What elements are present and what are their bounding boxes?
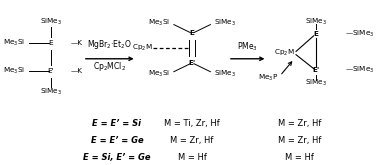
Text: Cp$_2$M: Cp$_2$M <box>274 48 294 58</box>
Text: M = Zr, Hf: M = Zr, Hf <box>171 136 214 145</box>
Text: Me$_3$Si: Me$_3$Si <box>3 66 25 76</box>
Text: E = Si, E’ = Ge: E = Si, E’ = Ge <box>83 153 150 162</box>
Text: Cp$_2$MCl$_2$: Cp$_2$MCl$_2$ <box>93 60 126 73</box>
Text: MgBr$_2$·Et$_2$O: MgBr$_2$·Et$_2$O <box>87 38 132 51</box>
Text: E': E' <box>188 60 196 66</box>
Text: —SiMe$_3$: —SiMe$_3$ <box>345 65 375 75</box>
Text: SiMe$_3$: SiMe$_3$ <box>305 78 327 88</box>
Text: E = E’ = Ge: E = E’ = Ge <box>90 136 143 145</box>
Text: SiMe$_3$: SiMe$_3$ <box>214 69 236 79</box>
Text: M = Hf: M = Hf <box>285 153 314 162</box>
Text: Me$_3$Si: Me$_3$Si <box>3 38 25 48</box>
Text: SiMe$_3$: SiMe$_3$ <box>40 87 62 97</box>
Text: E: E <box>313 31 318 37</box>
Text: SiMe$_3$: SiMe$_3$ <box>305 16 327 27</box>
Text: M = Ti, Zr, Hf: M = Ti, Zr, Hf <box>164 119 220 128</box>
Text: E': E' <box>312 67 319 73</box>
Text: —K: —K <box>70 40 82 46</box>
Text: E: E <box>48 40 53 46</box>
Text: M = Zr, Hf: M = Zr, Hf <box>278 119 321 128</box>
Text: E: E <box>190 30 195 36</box>
Text: E': E' <box>47 68 54 74</box>
Text: SiMe$_3$: SiMe$_3$ <box>214 17 236 28</box>
Text: M = Hf: M = Hf <box>178 153 207 162</box>
Text: Me$_3$Si: Me$_3$Si <box>149 69 171 79</box>
Text: E = E’ = Si: E = E’ = Si <box>92 119 141 128</box>
Text: Cp$_2$M: Cp$_2$M <box>132 43 153 53</box>
Text: —K: —K <box>70 68 82 74</box>
Text: SiMe$_3$: SiMe$_3$ <box>40 17 62 27</box>
Text: M = Zr, Hf: M = Zr, Hf <box>278 136 321 145</box>
Text: PMe$_3$: PMe$_3$ <box>237 41 258 53</box>
Text: Me$_3$P: Me$_3$P <box>258 72 278 83</box>
Text: Me$_3$Si: Me$_3$Si <box>149 17 171 28</box>
Text: —SiMe$_3$: —SiMe$_3$ <box>345 29 375 39</box>
